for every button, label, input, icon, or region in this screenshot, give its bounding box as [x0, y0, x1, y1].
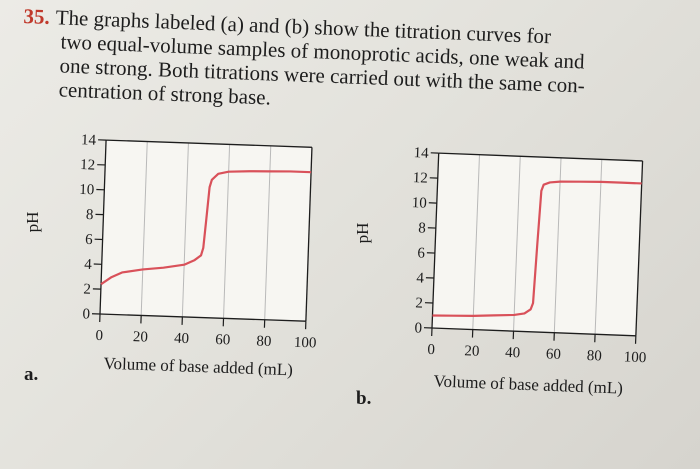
y-tick-label: 2 — [415, 295, 423, 311]
grid-line — [223, 144, 231, 319]
y-tick-label: 6 — [85, 232, 94, 248]
titration-curve — [100, 170, 312, 286]
y-tick-label: 10 — [79, 182, 95, 199]
y-tick-label: 4 — [416, 270, 425, 286]
y-tick-label: 8 — [86, 207, 94, 223]
x-axis — [99, 313, 306, 322]
x-axis-title: Volume of base added (mL) — [433, 371, 623, 397]
y-tick-label: 2 — [83, 282, 91, 298]
x-tick-label: 40 — [174, 331, 190, 348]
x-axis-title: Volume of base added (mL) — [103, 354, 293, 380]
axis-right — [305, 147, 313, 322]
y-axis — [99, 140, 107, 315]
grid-line — [140, 141, 148, 316]
y-tick-label: 10 — [411, 195, 427, 212]
axis-right — [635, 160, 644, 336]
grid-line — [594, 159, 603, 335]
grid-line — [264, 145, 272, 320]
x-tick-label: 60 — [546, 346, 562, 363]
grid-line — [472, 154, 480, 330]
x-tick-label: 100 — [294, 335, 317, 352]
y-tick-label: 0 — [82, 306, 90, 322]
y-tick-label: 12 — [80, 157, 96, 174]
x-tick-label: 0 — [95, 328, 103, 344]
y-tick-label: 6 — [417, 245, 426, 261]
grid-line — [553, 157, 562, 333]
x-tick-label: 100 — [623, 349, 646, 366]
chart-panel-a: 0 2 4 6 8 10 12 14 0 20 40 60 80 100 — [79, 132, 317, 352]
panel-label: b. — [356, 388, 371, 409]
grid-line — [513, 156, 521, 332]
y-tick-label: 12 — [412, 170, 428, 187]
y-tick-label: 4 — [84, 257, 93, 273]
y-tick-label: 8 — [418, 220, 426, 236]
x-tick-label: 0 — [427, 342, 435, 358]
panel-label: a. — [24, 364, 38, 385]
x-tick-label: 60 — [215, 332, 231, 349]
y-axis-title: pH — [353, 223, 372, 244]
axis-top — [438, 152, 643, 162]
y-axis-title: pH — [23, 212, 42, 233]
x-axis — [431, 327, 636, 337]
x-tick-label: 80 — [256, 333, 272, 350]
x-tick-label: 80 — [586, 348, 602, 365]
chart-panel-b: 0 2 4 6 8 10 12 14 0 20 40 60 80 100 — [411, 145, 646, 366]
x-tick-label: 20 — [133, 329, 149, 346]
y-tick-label: 14 — [81, 132, 97, 149]
axis-top — [106, 139, 312, 148]
titration-curve — [432, 180, 642, 317]
y-axis — [431, 153, 440, 329]
x-tick-label: 40 — [505, 345, 521, 362]
y-tick-label: 14 — [413, 145, 429, 162]
y-tick-label: 0 — [414, 320, 422, 336]
grid-line — [181, 142, 189, 317]
x-tick-label: 20 — [464, 343, 480, 360]
